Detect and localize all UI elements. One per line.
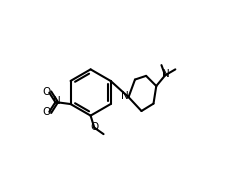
Text: N: N: [53, 96, 61, 107]
Text: O: O: [43, 107, 51, 117]
Text: O: O: [43, 87, 51, 97]
Text: N: N: [162, 69, 170, 79]
Text: N: N: [121, 91, 129, 101]
Text: O: O: [91, 122, 99, 132]
